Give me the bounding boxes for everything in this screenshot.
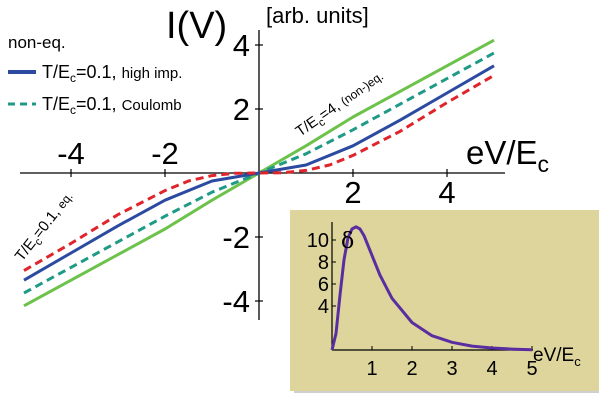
inset-x-tick-label: 4	[486, 358, 497, 380]
y-tick-label: 4	[233, 28, 250, 63]
inset-x-tick-label: 2	[406, 358, 417, 380]
inset-y-tick-label: 6	[318, 274, 329, 296]
legend-title: non-eq.	[8, 33, 66, 52]
x-axis-label: eV/Ec	[466, 134, 549, 177]
y-axis-unit: [arb. units]	[266, 3, 369, 28]
legend: non-eq. T/Ec=0.1, high imp. T/Ec=0.1, Coul…	[8, 33, 182, 117]
x-tick-label: -2	[151, 136, 179, 171]
inset-x-tick-label: 1	[366, 358, 377, 380]
y-tick-label: 2	[233, 92, 250, 127]
x-tick-label: -4	[57, 136, 85, 171]
inset-x-tick-label: 3	[446, 358, 457, 380]
series-line-2	[23, 64, 495, 282]
legend-entry-coulomb: T/Ec=0.1, Coulomb	[42, 94, 182, 117]
inset-series-line-0	[330, 225, 533, 352]
x-tick-label: 2	[344, 175, 361, 210]
inset-y-tick-label: 10	[307, 230, 329, 252]
inset-y-tick-label: 4	[318, 296, 329, 318]
inset-x-tick-label: 5	[526, 358, 537, 380]
y-axis-label: I(V)	[166, 5, 227, 47]
inset-panel	[290, 210, 599, 391]
series-line-3	[23, 74, 495, 272]
inset-x-label: eV/Ec	[533, 345, 581, 369]
y-tick-label: -2	[222, 220, 250, 255]
inset-y-label: δ	[341, 229, 354, 254]
inset-y-tick-label: 8	[318, 252, 329, 274]
x-tick-label: 4	[438, 175, 455, 210]
y-tick-label: -4	[222, 284, 250, 319]
legend-entry-high-imp: T/Ec=0.1, high imp.	[42, 62, 182, 85]
